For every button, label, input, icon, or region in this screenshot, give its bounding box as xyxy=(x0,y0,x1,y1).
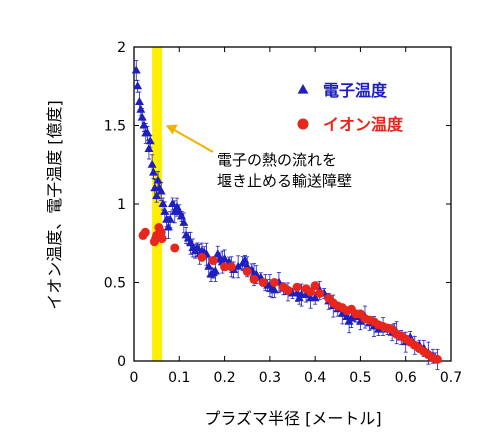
ion-temp-point xyxy=(157,234,167,244)
ion-temp-point xyxy=(197,252,207,262)
legend-label-electron: 電子温度 xyxy=(323,81,388,100)
electron-temp-point xyxy=(137,112,147,121)
y-tick-label: 1.5 xyxy=(104,119,126,135)
ion-temp-point xyxy=(140,227,150,237)
electron-temp-point xyxy=(165,214,175,223)
electron-temp-point xyxy=(153,175,163,184)
x-tick-label: 0.5 xyxy=(349,370,371,386)
electron-temp-point xyxy=(145,136,155,145)
electron-temp-point xyxy=(143,128,153,137)
electron-temp-point xyxy=(301,290,311,299)
electron-temp-point xyxy=(156,186,166,195)
x-axis-title: プラズマ半径 [メートル] xyxy=(204,409,381,428)
ion-temp-point xyxy=(269,278,279,287)
x-tick-label: 0.3 xyxy=(259,370,281,386)
transport-barrier-band xyxy=(152,47,163,361)
y-tick-label: 2 xyxy=(117,40,126,56)
electron-temp-point xyxy=(147,159,157,168)
y-axis-title: イオン温度、電子温度 [億度] xyxy=(45,100,64,310)
x-tick-label: 0.6 xyxy=(395,370,417,386)
electron-temp-point xyxy=(134,96,144,105)
electron-temp-point xyxy=(337,308,347,317)
ion-temp-point xyxy=(258,278,268,287)
electron-temp-point xyxy=(131,65,141,74)
ion-temp-point xyxy=(306,287,316,297)
data-points xyxy=(131,60,442,370)
ion-temp-point xyxy=(242,267,252,277)
electron-temp-point xyxy=(148,167,158,176)
electron-temp-point xyxy=(220,253,230,262)
electron-temp-point xyxy=(211,266,221,275)
electron-temp-point xyxy=(139,120,149,129)
ion-temp-point xyxy=(310,281,320,291)
electron-temp-point xyxy=(179,217,189,226)
annotation-arrow-line xyxy=(171,127,214,153)
x-tick-label: 0 xyxy=(130,370,139,386)
x-tick-label: 0.1 xyxy=(168,370,190,386)
ion-temp-point xyxy=(315,288,325,298)
ion-temp-point xyxy=(220,262,230,272)
x-tick-label: 0.2 xyxy=(213,370,235,386)
electron-temp-point xyxy=(144,144,154,153)
highlight-band-layer xyxy=(152,47,163,361)
plot-frame xyxy=(133,46,452,362)
annotation-arrow-head xyxy=(165,124,178,135)
electron-temp-point xyxy=(355,316,365,325)
ion-temp-point xyxy=(226,262,236,272)
electron-temp-point xyxy=(152,191,162,200)
ion-temp-point xyxy=(208,256,218,266)
ion-temp-point xyxy=(292,282,302,292)
legend-circle-marker xyxy=(297,118,309,130)
y-tick-label: 0 xyxy=(117,354,126,370)
electron-temp-point xyxy=(133,81,143,90)
legend-triangle-marker xyxy=(297,84,309,94)
legend-label-ion: イオン温度 xyxy=(323,115,404,134)
ion-temp-point xyxy=(249,274,259,284)
y-tick-label: 1 xyxy=(117,197,126,213)
electron-temp-point xyxy=(233,261,243,270)
annotation-text-line: 電子の熱の流れを xyxy=(217,151,337,169)
y-tick-label: 0.5 xyxy=(104,276,126,292)
electron-temp-point xyxy=(158,199,168,207)
electron-temp-point xyxy=(163,222,173,231)
x-tick-label: 0.7 xyxy=(440,370,462,386)
ion-temp-point xyxy=(170,243,180,253)
ion-temp-point xyxy=(432,354,442,364)
x-tick-label: 0.4 xyxy=(304,370,326,386)
axes-frame: 0 0.1 0.2 0.3 0.4 0.5 0.6 0.7 0 0.5 1 1.5 2 xyxy=(104,40,462,386)
electron-temp-point xyxy=(269,285,279,294)
ion-temp-point xyxy=(283,285,293,295)
annotation-text-line: 堰き止める輸送障壁 xyxy=(217,172,352,190)
electron-temp-point xyxy=(310,293,320,302)
